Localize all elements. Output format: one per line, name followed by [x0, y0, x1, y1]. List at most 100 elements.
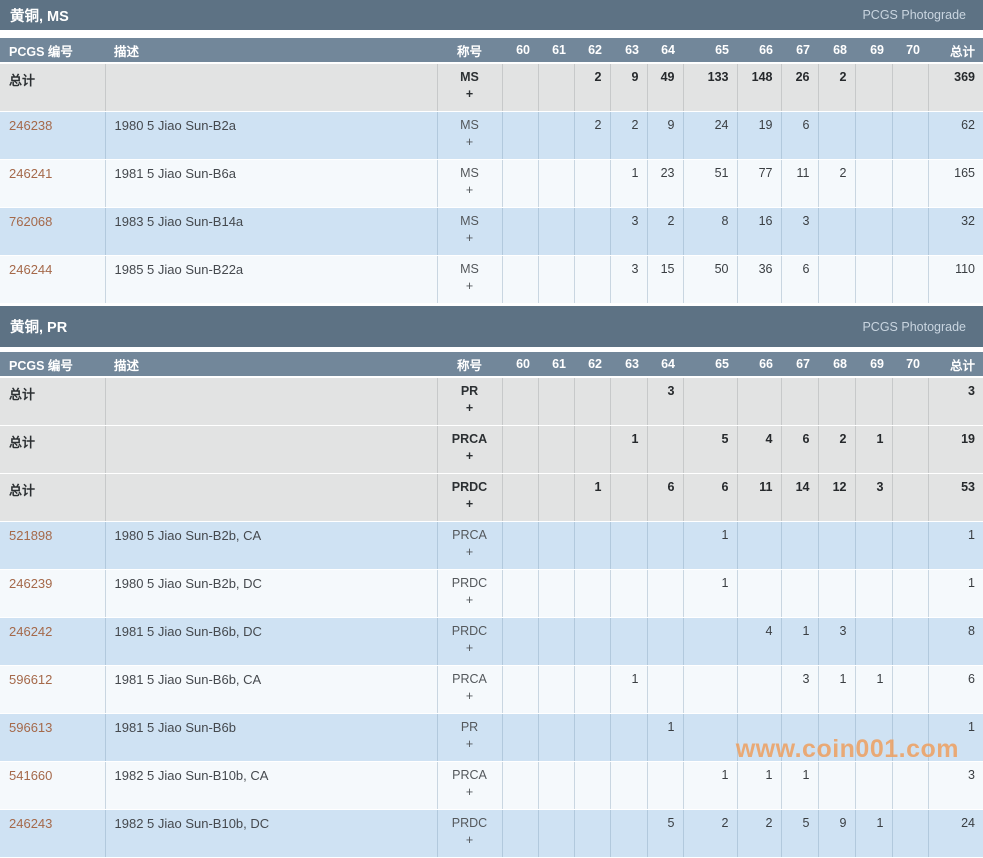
pcgs-cell: 246244 [0, 256, 105, 304]
pcgs-number-link[interactable]: 246238 [9, 118, 52, 133]
total-cell: 24 [928, 810, 983, 858]
grade-68-cell: 3 [818, 618, 855, 666]
grade-62-cell [574, 208, 610, 256]
pcgs-cell: 246243 [0, 810, 105, 858]
description-cell: 1980 5 Jiao Sun-B2b, DC [105, 570, 437, 618]
designation-cell: PRCA + [437, 522, 502, 570]
grade-70-cell [892, 810, 928, 858]
grade-65-cell: 1 [683, 570, 737, 618]
grade-61-cell [538, 426, 574, 474]
grade-68-cell: 9 [818, 810, 855, 858]
grade-62-cell [574, 666, 610, 714]
pcgs-number-link[interactable]: 541660 [9, 768, 52, 783]
grade-60-cell [502, 810, 538, 858]
description: 1981 5 Jiao Sun-B6b, DC [115, 624, 262, 639]
description: 1980 5 Jiao Sun-B2b, DC [115, 576, 262, 591]
grade-69-cell [855, 256, 892, 304]
grade-70-cell [892, 522, 928, 570]
grade-61-cell [538, 714, 574, 762]
grade-62-cell [574, 256, 610, 304]
total-cell: 165 [928, 160, 983, 208]
pcgs-number-link[interactable]: 246242 [9, 624, 52, 639]
grade-70-cell [892, 208, 928, 256]
col-header-total: 总计 [928, 352, 983, 377]
grade-65-cell: 8 [683, 208, 737, 256]
grade-65-cell: 5 [683, 426, 737, 474]
designation-plus-icon: + [438, 400, 502, 417]
grade-64-cell [647, 762, 683, 810]
description-cell: 1981 5 Jiao Sun-B6b, DC [105, 618, 437, 666]
grade-61-cell [538, 112, 574, 160]
grade-61-cell [538, 762, 574, 810]
grade-68-cell: 1 [818, 666, 855, 714]
grade-64-cell: 3 [647, 377, 683, 426]
grade-65-cell [683, 618, 737, 666]
total-cell: 369 [928, 63, 983, 112]
col-header-grade-61: 61 [538, 352, 574, 377]
pcgs-cell: 246238 [0, 112, 105, 160]
designation-plus-icon: + [438, 182, 502, 199]
total-row-label: 总计 [9, 435, 35, 450]
pcgs-number-link[interactable]: 596612 [9, 672, 52, 687]
grade-61-cell [538, 160, 574, 208]
photograde-link[interactable]: PCGS Photograde [862, 320, 966, 334]
total-cell: 1 [928, 522, 983, 570]
designation-cell: PRCA + [437, 762, 502, 810]
pcgs-number-link[interactable]: 246241 [9, 166, 52, 181]
grade-60-cell [502, 474, 538, 522]
grade-61-cell [538, 377, 574, 426]
grade-62-cell [574, 377, 610, 426]
designation-plus-icon: + [438, 230, 502, 247]
grade-63-cell: 9 [610, 63, 647, 112]
description: 1982 5 Jiao Sun-B10b, DC [115, 816, 270, 831]
col-header-grade-68: 68 [818, 38, 855, 63]
description-cell: 1982 5 Jiao Sun-B10b, CA [105, 762, 437, 810]
description-cell: 1980 5 Jiao Sun-B2a [105, 112, 437, 160]
pcgs-number-link[interactable]: 246239 [9, 576, 52, 591]
grade-67-cell: 3 [781, 666, 818, 714]
description: 1983 5 Jiao Sun-B14a [115, 214, 244, 229]
grade-66-cell: 11 [737, 474, 781, 522]
grade-60-cell [502, 570, 538, 618]
col-header-grade-65: 65 [683, 38, 737, 63]
description-cell [105, 474, 437, 522]
designation-cell: MS + [437, 160, 502, 208]
total-row-label: 总计 [9, 483, 35, 498]
grade-67-cell [781, 377, 818, 426]
description-cell: 1981 5 Jiao Sun-B6b [105, 714, 437, 762]
description: 1981 5 Jiao Sun-B6b, CA [115, 672, 262, 687]
grade-65-cell: 133 [683, 63, 737, 112]
designation: MS [438, 69, 502, 86]
col-header-grade-62: 62 [574, 38, 610, 63]
total-cell: 8 [928, 618, 983, 666]
grade-70-cell [892, 474, 928, 522]
col-header-grade-62: 62 [574, 352, 610, 377]
grade-63-cell [610, 762, 647, 810]
pcgs-number-link[interactable]: 762068 [9, 214, 52, 229]
pcgs-number-link[interactable]: 246244 [9, 262, 52, 277]
pcgs-number-link[interactable]: 246243 [9, 816, 52, 831]
grade-70-cell [892, 426, 928, 474]
grade-70-cell [892, 714, 928, 762]
grade-60-cell [502, 762, 538, 810]
grade-60-cell [502, 256, 538, 304]
total-cell: 110 [928, 256, 983, 304]
grade-66-cell: 1 [737, 762, 781, 810]
grade-60-cell [502, 63, 538, 112]
pcgs-cell: 762068 [0, 208, 105, 256]
col-header-pcgs: PCGS 编号 [0, 352, 105, 377]
pcgs-cell: 总计 [0, 426, 105, 474]
photograde-link[interactable]: PCGS Photograde [862, 8, 966, 22]
total-cell: 1 [928, 570, 983, 618]
pcgs-number-link[interactable]: 596613 [9, 720, 52, 735]
pcgs-number-link[interactable]: 521898 [9, 528, 52, 543]
grade-68-cell: 2 [818, 426, 855, 474]
description-cell [105, 63, 437, 112]
col-header-grade-65: 65 [683, 352, 737, 377]
